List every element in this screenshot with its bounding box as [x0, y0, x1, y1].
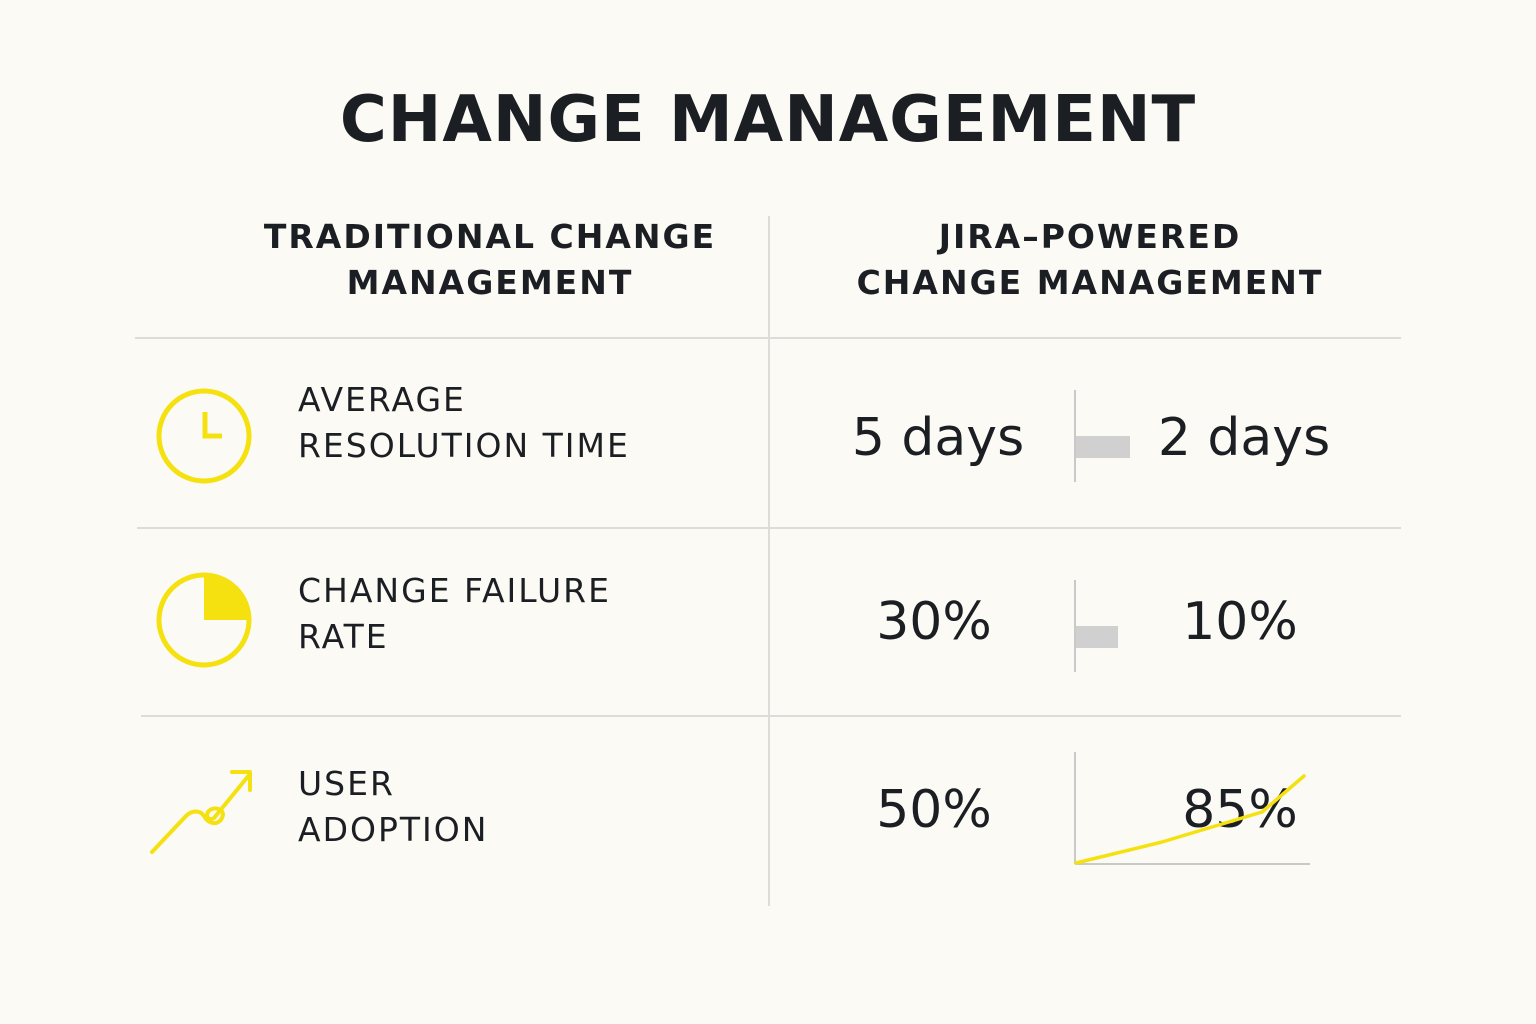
- jira-value-resolution-time: 2 days: [1157, 408, 1331, 468]
- metric-label-resolution-time: AVERAGE RESOLUTION TIME: [298, 377, 630, 469]
- comparison-bar: [1074, 580, 1118, 672]
- column-header-traditional: TRADITIONAL CHANGE MANAGEMENT: [180, 214, 800, 306]
- comparison-bar: [1074, 390, 1130, 482]
- column-divider: [768, 216, 770, 906]
- column-header-line: CHANGE MANAGEMENT: [856, 263, 1324, 302]
- metric-label-user-adoption: USER ADOPTION: [298, 761, 488, 853]
- page-title: CHANGE MANAGEMENT: [339, 83, 1197, 157]
- jira-value-failure-rate: 10%: [1182, 592, 1298, 652]
- header-divider: [135, 337, 1401, 339]
- row-divider: [141, 715, 1401, 717]
- traditional-value-failure-rate: 30%: [876, 592, 992, 652]
- row-divider: [137, 527, 1401, 529]
- traditional-value-resolution-time: 5 days: [851, 408, 1025, 468]
- traditional-value-user-adoption: 50%: [876, 780, 992, 840]
- clock-icon: [156, 388, 252, 484]
- column-header-line: MANAGEMENT: [346, 263, 634, 302]
- column-header-line: JIRA–POWERED: [938, 217, 1242, 256]
- pie-chart-icon: [156, 572, 252, 668]
- metric-label-line: ADOPTION: [298, 810, 489, 849]
- column-header-jira: JIRA–POWERED CHANGE MANAGEMENT: [790, 214, 1390, 306]
- adoption-trend-chart: [1074, 752, 1310, 865]
- metric-label-failure-rate: CHANGE FAILURE RATE: [298, 568, 611, 660]
- metric-label-line: CHANGE FAILURE: [298, 571, 611, 610]
- metric-label-line: RESOLUTION TIME: [298, 426, 630, 465]
- metric-label-line: USER: [298, 764, 395, 803]
- trending-up-icon: [150, 770, 252, 854]
- column-header-line: TRADITIONAL CHANGE: [263, 217, 717, 256]
- metric-label-line: RATE: [298, 617, 389, 656]
- metric-label-line: AVERAGE: [298, 380, 466, 419]
